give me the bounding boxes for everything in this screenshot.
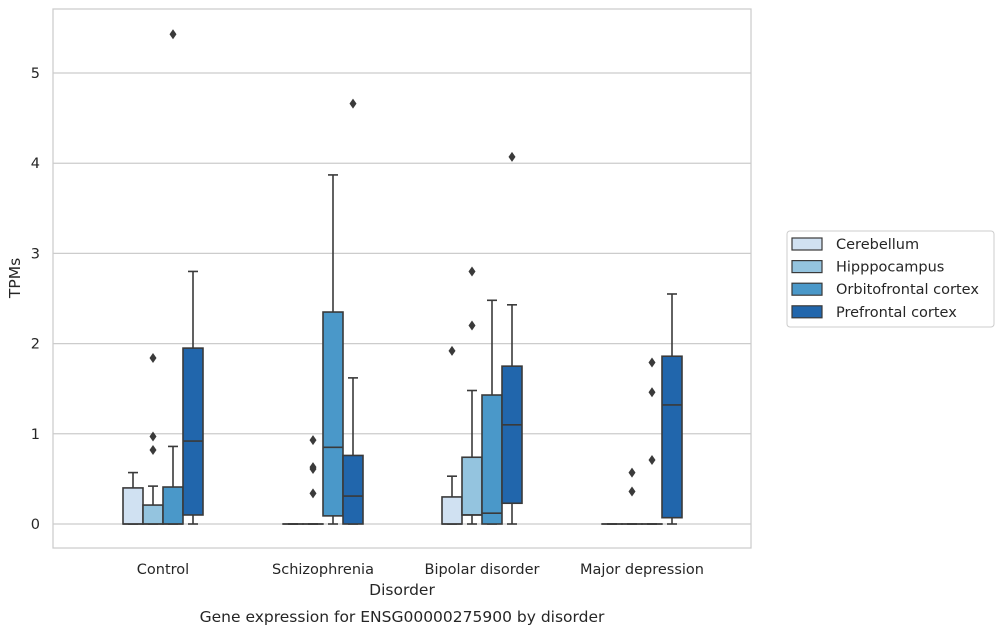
outlier-point: [468, 266, 476, 277]
box-body: [461, 456, 483, 516]
box: [661, 293, 683, 525]
legend-swatch: [791, 260, 823, 274]
legend-label: Hipppocampus: [836, 260, 944, 276]
box-body: [162, 486, 184, 525]
legend-swatch: [791, 282, 823, 296]
legend-label: Orbitofrontal cortex: [836, 282, 979, 298]
outlier-point: [648, 454, 656, 465]
box: [441, 345, 463, 525]
box-body: [342, 454, 364, 525]
box: [342, 98, 364, 525]
outlier-point: [628, 486, 636, 497]
outlier-point: [309, 488, 317, 499]
figure-caption: Gene expression for ENSG00000275900 by d…: [200, 608, 605, 626]
y-tick-label: 3: [31, 246, 40, 262]
box: [641, 357, 663, 525]
y-axis-title: TPMs: [6, 258, 24, 299]
x-tick-label: Schizophrenia: [272, 562, 374, 578]
box-body: [182, 347, 204, 516]
x-tick-label: Major depression: [580, 562, 704, 578]
box: [142, 353, 164, 525]
box-body: [441, 496, 463, 525]
grid-lines: [53, 72, 751, 525]
outlier-point: [648, 357, 656, 368]
box: [621, 467, 643, 525]
outlier-point: [508, 151, 516, 162]
box: [162, 29, 184, 525]
legend-swatch: [791, 305, 823, 319]
legend-label: Cerebellum: [836, 237, 919, 253]
box-body: [501, 365, 523, 505]
y-tick-label: 2: [31, 337, 40, 353]
y-tick-label: 5: [31, 66, 40, 82]
outlier-point: [448, 345, 456, 356]
outlier-point: [628, 467, 636, 478]
outlier-point: [349, 98, 357, 109]
box-body: [481, 394, 503, 525]
plot-frame: [52, 8, 752, 549]
outlier-point: [309, 462, 317, 473]
box: [481, 299, 503, 525]
legend-swatch: [791, 237, 823, 251]
outlier-point: [648, 387, 656, 398]
x-axis-title: Disorder: [369, 581, 435, 599]
box: [302, 435, 324, 525]
legend-items: Cerebellum Hipppocampus Orbitofrontal cort…: [791, 237, 979, 321]
outlier-point: [468, 320, 476, 331]
box-body: [661, 355, 683, 519]
legend-frame: [786, 230, 995, 328]
boxes: [122, 29, 683, 525]
box-body: [322, 311, 344, 517]
y-tick-label: 4: [31, 156, 40, 172]
box-body: [142, 504, 164, 525]
outlier-point: [169, 29, 177, 40]
x-tick-label: Control: [137, 562, 189, 578]
box: [122, 471, 144, 525]
outlier-point: [149, 431, 157, 442]
outlier-point: [149, 445, 157, 456]
box: [461, 266, 483, 525]
legend: Cerebellum Hipppocampus Orbitofrontal cort…: [786, 230, 995, 328]
legend-label: Prefrontal cortex: [836, 305, 957, 321]
box: [322, 174, 344, 525]
x-tick-labels: Control Schizophrenia Bipolar disorder Majo…: [137, 562, 704, 578]
y-tick-label: 1: [31, 427, 40, 443]
box: [501, 151, 523, 525]
outlier-point: [309, 435, 317, 446]
outlier-point: [149, 353, 157, 364]
box-body: [122, 487, 144, 525]
y-tick-labels: 0 1 2 3 4 5: [31, 66, 40, 533]
x-tick-label: Bipolar disorder: [425, 562, 540, 578]
box: [182, 270, 204, 525]
y-tick-label: 0: [31, 517, 40, 533]
